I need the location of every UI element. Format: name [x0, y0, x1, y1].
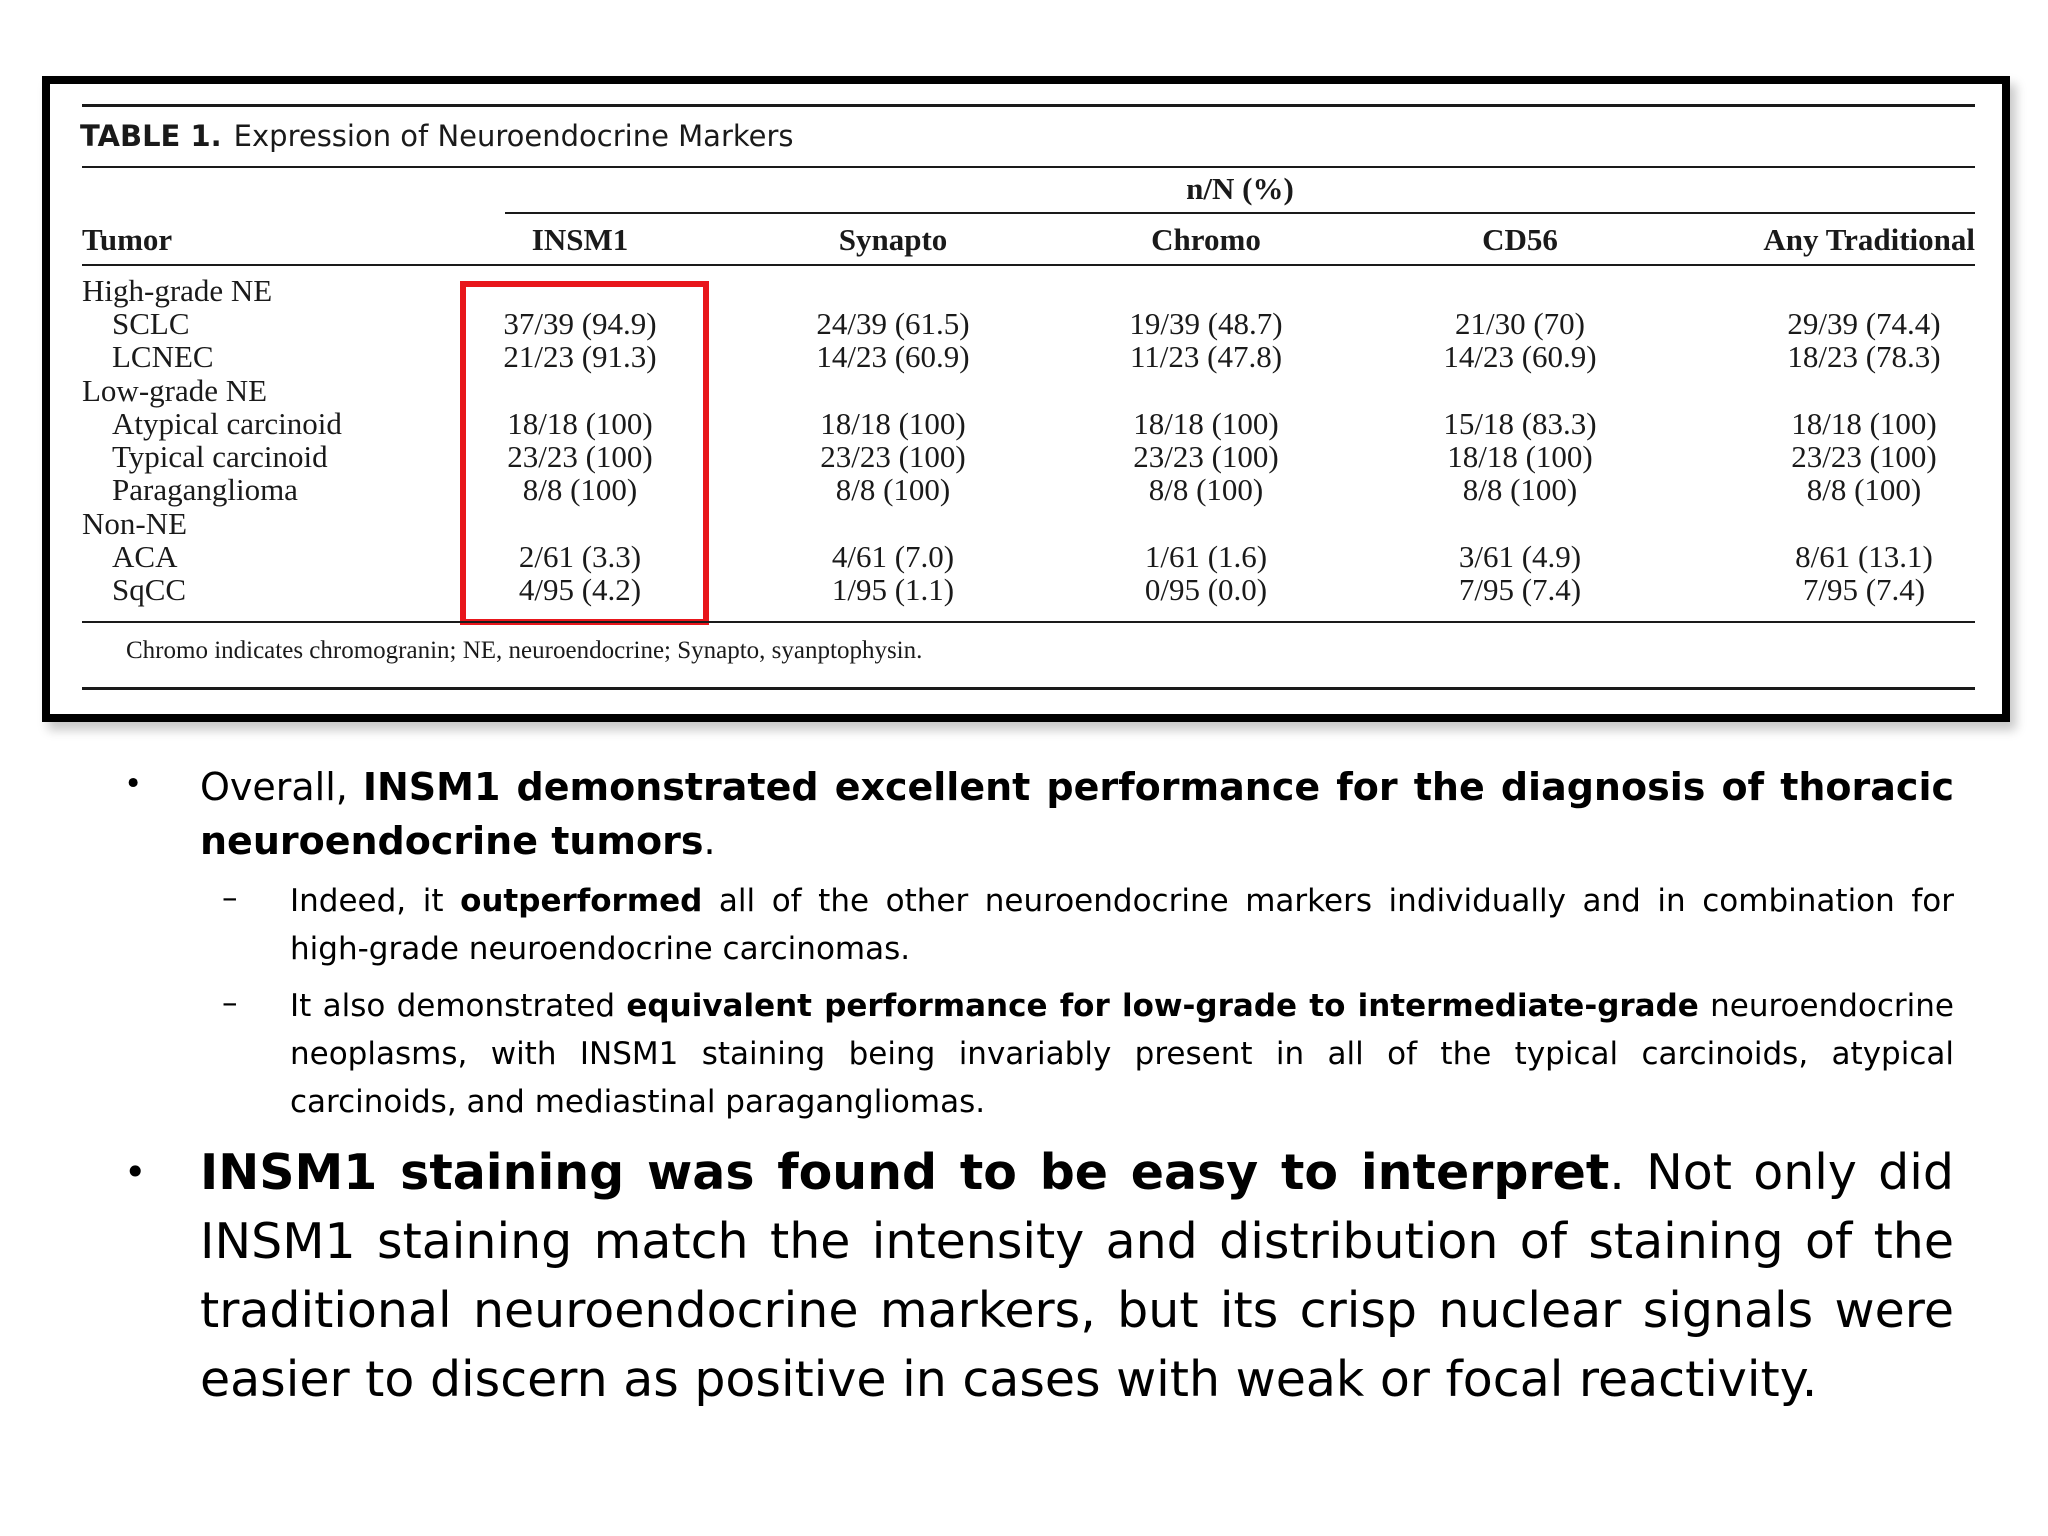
sub-bullet-2-pre: It also demonstrated [290, 988, 627, 1024]
column-header-synapto: Synapto [838, 222, 948, 257]
table-cell: 23/23 (100) [507, 439, 653, 474]
table-cell: 8/61 (13.1) [1795, 539, 1933, 574]
table-cell: 23/23 (100) [1791, 439, 1937, 474]
sub-bullet-2: It also demonstrated equivalent performa… [290, 982, 1954, 1126]
table-cell: 19/39 (48.7) [1129, 306, 1283, 341]
row-label-lcnec: LCNEC [112, 339, 214, 374]
table-cell: 4/61 (7.0) [831, 539, 955, 574]
caption-rule [82, 166, 1975, 168]
bullet-2-post: . Not only did INSM1 staining match the … [200, 1144, 1954, 1408]
sub-bullet-2-bold: equivalent performance for low-grade to … [626, 988, 1699, 1024]
row-label-atypical-carcinoid: Atypical carcinoid [112, 406, 342, 441]
table-cell: 0/95 (0.0) [1144, 572, 1268, 607]
table-cell: 1/95 (1.1) [831, 572, 955, 607]
sub-bullet-1-bold: outperformed [460, 883, 703, 919]
table-figure: TABLE 1. Expression of Neuroendocrine Mar… [42, 76, 2010, 722]
table-label: TABLE 1. [80, 119, 222, 153]
sub-bullet-1-post: all of the other neuroendocrine markers … [290, 883, 1954, 967]
row-label-sqcc: SqCC [112, 572, 187, 607]
sub-bullet-1: Indeed, it outperformed all of the other… [290, 877, 1954, 973]
table-cell: 21/23 (91.3) [503, 339, 657, 374]
row-label-low-grade-ne: Low-grade NE [82, 373, 268, 408]
table-cell: 24/39 (61.5) [816, 306, 970, 341]
bottom-rule [82, 687, 1975, 690]
table-cell: 2/61 (3.3) [518, 539, 642, 574]
bullet-2: INSM1 staining was found to be easy to i… [200, 1138, 1954, 1414]
table-cell: 37/39 (94.9) [503, 306, 657, 341]
header-rule [82, 264, 1975, 266]
row-label-aca: ACA [112, 539, 178, 574]
table-cell: 14/23 (60.9) [1443, 339, 1597, 374]
group-header: n/N (%) [1186, 171, 1294, 206]
row-label-non-ne: Non-NE [82, 506, 188, 541]
table-cell: 1/61 (1.6) [1144, 539, 1268, 574]
bullet-dot: • [124, 1150, 147, 1194]
row-label-high-grade-ne: High-grade NE [82, 273, 273, 308]
bullet-1: Overall, INSM1 demonstrated excellent pe… [200, 760, 1954, 868]
table-cell: 21/30 (70) [1454, 306, 1586, 341]
row-label-typical-carcinoid: Typical carcinoid [112, 439, 328, 474]
column-header-insm1: INSM1 [531, 222, 629, 257]
table-cell: 4/95 (4.2) [518, 572, 642, 607]
table-cell: 8/8 (100) [1148, 472, 1264, 507]
table-cell: 29/39 (74.4) [1787, 306, 1941, 341]
table-cell: 7/95 (7.4) [1458, 572, 1582, 607]
bullet-1-bold: INSM1 demonstrated excellent performance… [200, 765, 1954, 863]
table-cell: 3/61 (4.9) [1458, 539, 1582, 574]
table-cell: 14/23 (60.9) [816, 339, 970, 374]
table-cell: 15/18 (83.3) [1443, 406, 1597, 441]
row-label-paraganglioma: Paraganglioma [112, 472, 298, 507]
sub-bullet-dash: – [222, 985, 238, 1021]
column-header-cd56: CD56 [1482, 222, 1558, 257]
top-rule [82, 104, 1975, 107]
table-cell: 8/8 (100) [522, 472, 638, 507]
table-cell: 18/18 (100) [1133, 406, 1279, 441]
sub-bullet-dash: – [222, 880, 238, 916]
table-title: Expression of Neuroendocrine Markers [233, 119, 794, 153]
table-cell: 8/8 (100) [1462, 472, 1578, 507]
table-cell: 23/23 (100) [820, 439, 966, 474]
column-header-tumor: Tumor [82, 222, 173, 257]
row-label-sclc: SCLC [112, 306, 190, 341]
bullet-1-post: . [703, 819, 716, 863]
bullet-1-pre: Overall, [200, 765, 363, 809]
sub-bullet-1-pre: Indeed, it [290, 883, 461, 919]
table-cell: 18/18 (100) [1791, 406, 1937, 441]
bullet-2-bold: INSM1 staining was found to be easy to i… [200, 1144, 1610, 1201]
table-cell: 8/8 (100) [1806, 472, 1922, 507]
table-footnote: Chromo indicates chromogranin; NE, neuro… [126, 637, 923, 664]
table-cell: 18/18 (100) [1447, 439, 1593, 474]
table-cell: 18/18 (100) [507, 406, 653, 441]
group-header-rule [505, 212, 1975, 214]
table-cell: 8/8 (100) [835, 472, 951, 507]
table-cell: 7/95 (7.4) [1802, 572, 1926, 607]
body-rule [82, 621, 1975, 623]
table-cell: 18/18 (100) [820, 406, 966, 441]
column-header-any-traditional: Any Traditional [1763, 222, 1975, 257]
bullet-dot: • [124, 766, 143, 802]
table-cell: 18/23 (78.3) [1787, 339, 1941, 374]
column-header-chromo: Chromo [1151, 222, 1261, 257]
sub-bullet-2-post: neuroendocrine neoplasms, with INSM1 sta… [290, 988, 1954, 1120]
table-caption: TABLE 1. Expression of Neuroendocrine Mar… [80, 119, 794, 153]
table-cell: 11/23 (47.8) [1129, 339, 1283, 374]
table-cell: 23/23 (100) [1133, 439, 1279, 474]
